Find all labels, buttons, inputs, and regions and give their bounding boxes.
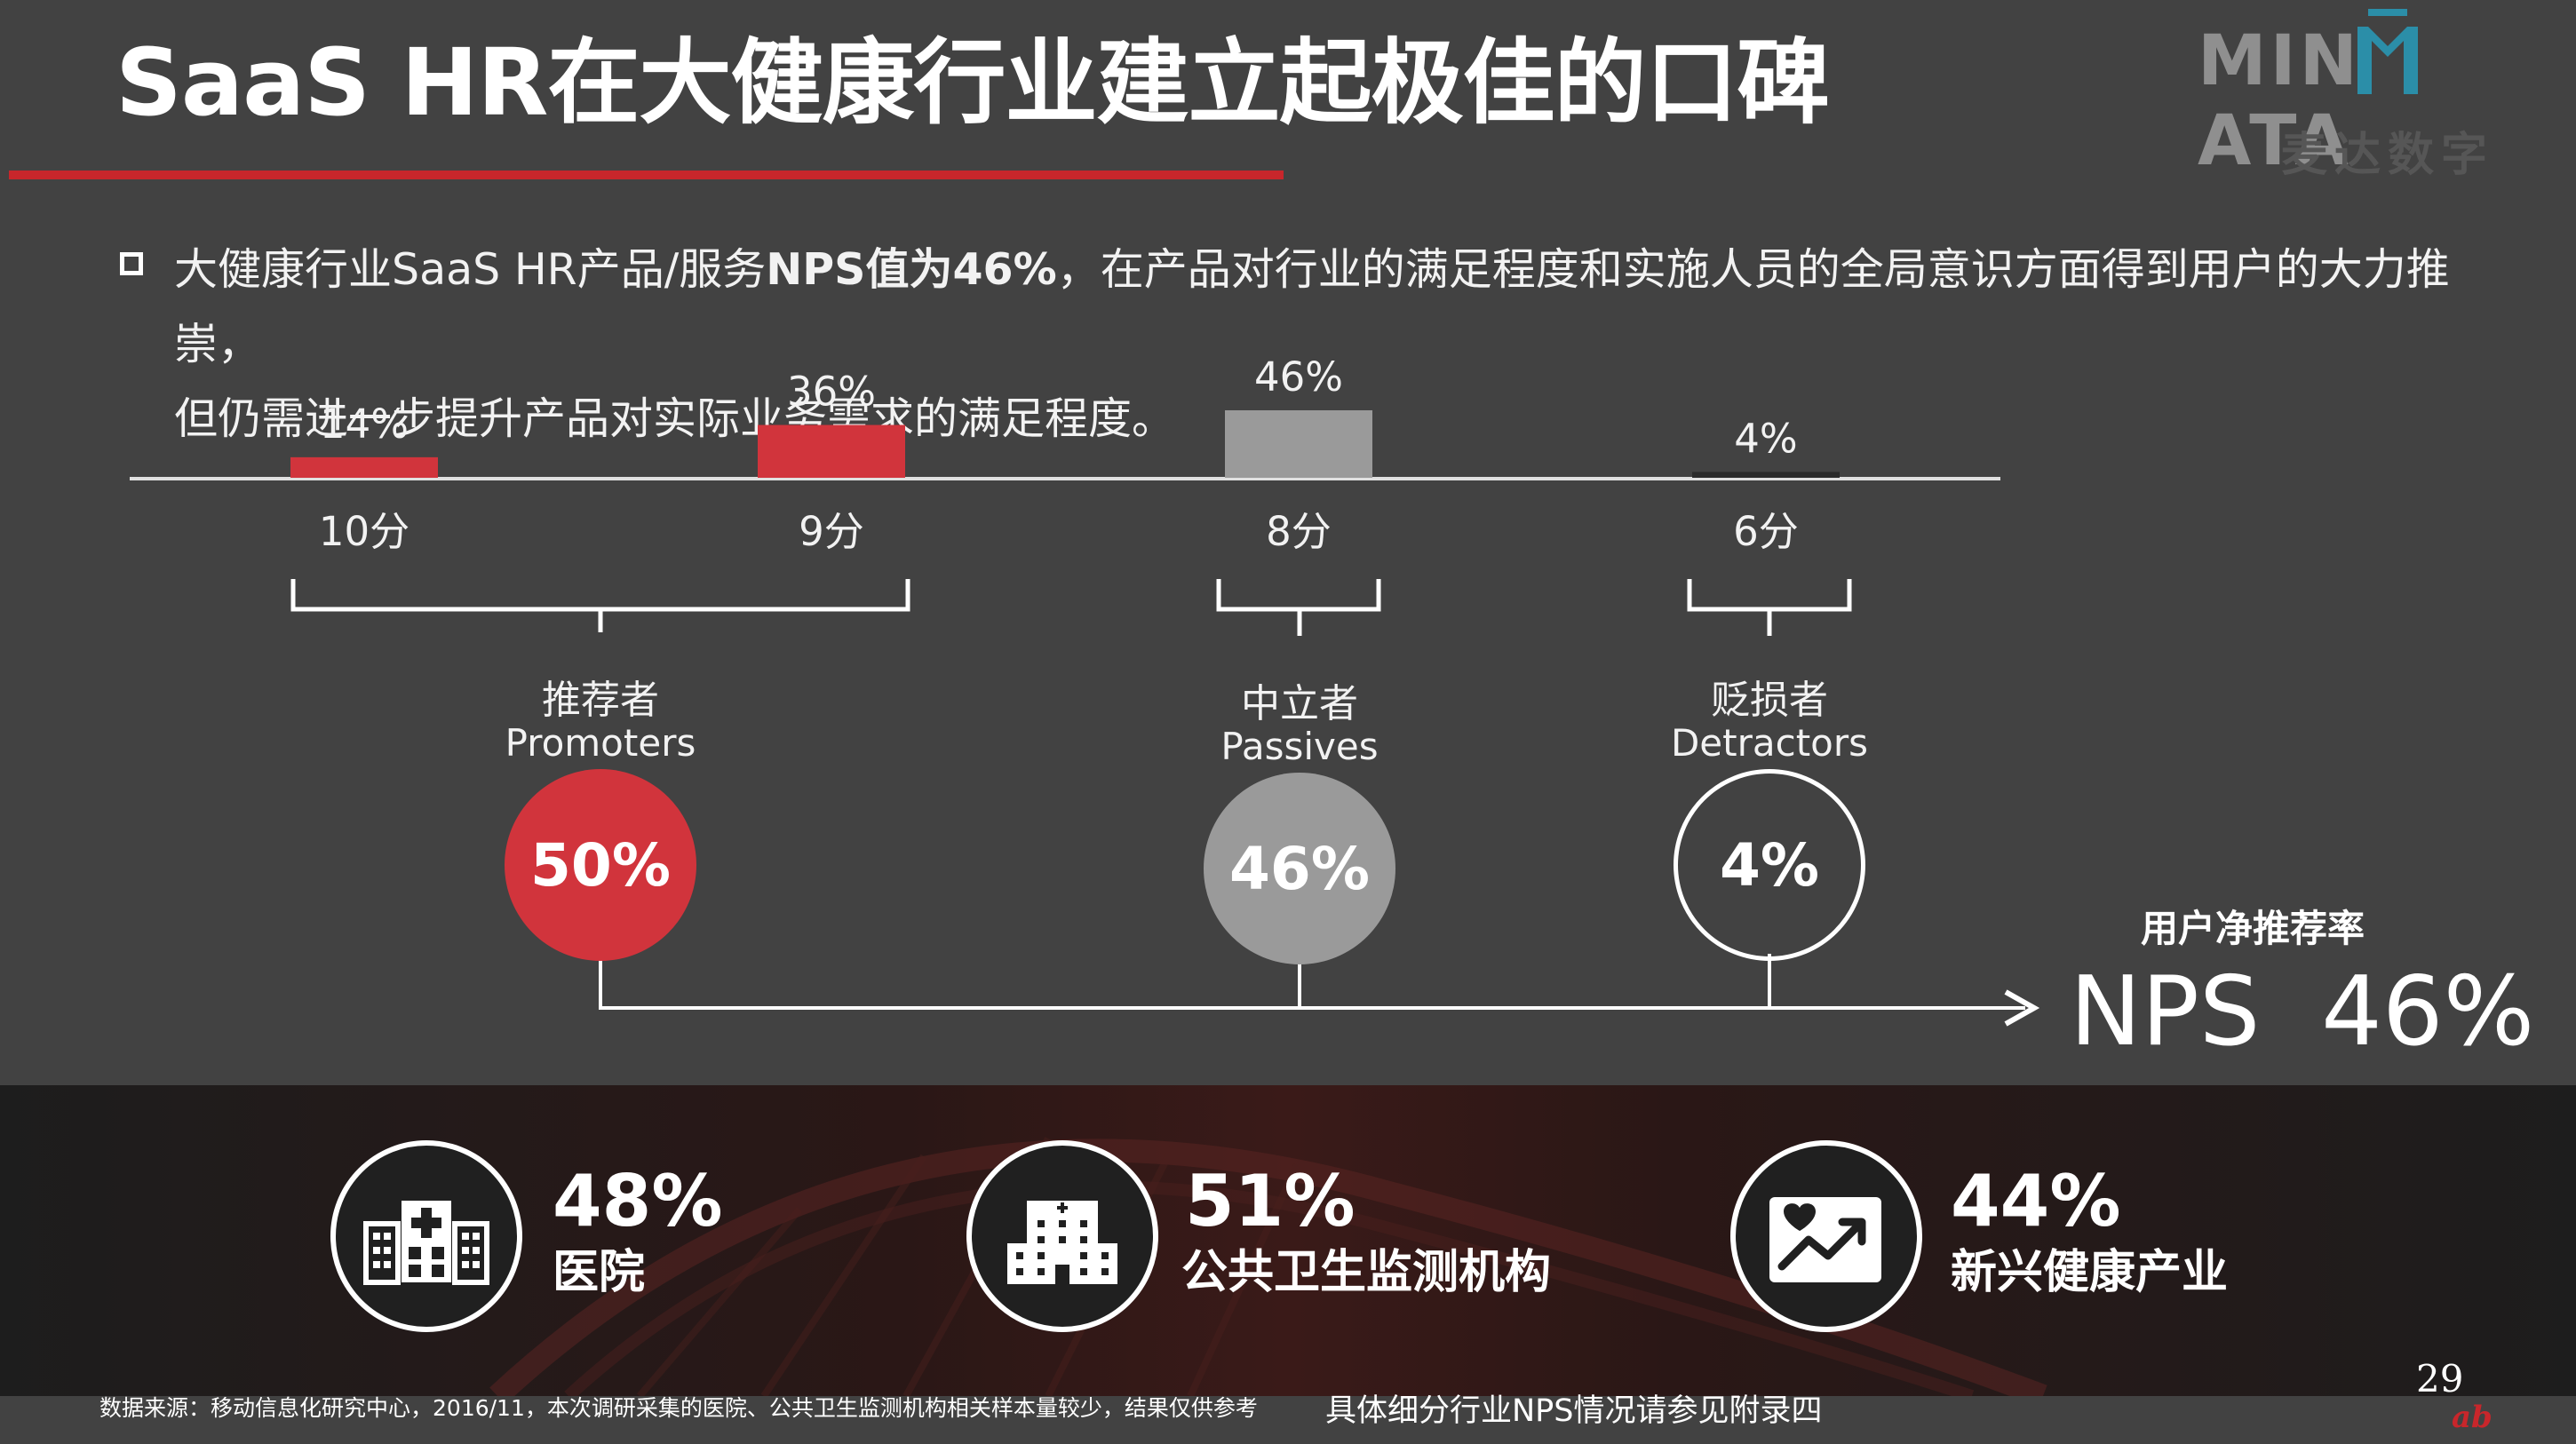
- health-industry-name: 新兴健康产业: [1951, 1246, 2229, 1299]
- bar-1: [758, 424, 905, 478]
- logo-subtitle: 麦达数字: [2281, 129, 2495, 182]
- passives-circle: 46%: [1204, 773, 1395, 964]
- title-underline: [9, 171, 1284, 179]
- data-source-note: 数据来源：移动信息化研究中心，2016/11，本次调研采集的医院、公共卫生监测机…: [99, 1395, 1258, 1421]
- nps-connector-line: [599, 954, 2025, 1010]
- logo-text-right: ATA: [2198, 101, 2352, 181]
- passives-label-cn: 中立者: [1241, 681, 1358, 726]
- nps-value: 46%: [2321, 956, 2535, 1067]
- footer-band: [0, 1396, 2576, 1444]
- summary-part1: 大健康行业SaaS HR产品/服务: [174, 244, 767, 295]
- passives-bracket: [1216, 579, 1381, 636]
- page-number: 29: [2416, 1357, 2464, 1400]
- detractors-label-en: Detractors: [1670, 721, 1869, 765]
- health-industry-pct: 44%: [1951, 1160, 2121, 1242]
- promoters-label-en: Promoters: [505, 721, 696, 765]
- summary-nps-highlight: NPS值为46%: [766, 244, 1057, 295]
- hospital-pct: 48%: [553, 1160, 723, 1242]
- score-distribution-chart: 14% 10分 36% 9分 46% 8分 4% 6分: [130, 353, 2000, 555]
- logo-text-left: MIN: [2198, 21, 2361, 101]
- bar-2: [1225, 410, 1372, 478]
- detractors-value: 4%: [1719, 830, 1820, 900]
- hospital-name: 医院: [553, 1246, 646, 1299]
- nps-caption: 用户净推荐率: [2141, 907, 2365, 950]
- bar-value-label-3: 4%: [1734, 415, 1797, 462]
- bar-value-label-2: 46%: [1254, 353, 1343, 401]
- heart-trend-chart-icon: [1769, 1197, 1881, 1282]
- industry-breakdown-band: 48% 医院 51% 公共卫生监测机构 44% 新兴健康产业: [0, 1085, 2576, 1396]
- bar-value-label-0: 14%: [320, 401, 409, 448]
- appendix-note: 具体细分行业NPS情况请参见附录四: [1325, 1393, 1823, 1429]
- promoters-bracket: [290, 579, 910, 632]
- page-title: SaaS HR在大健康行业建立起极佳的口碑: [115, 28, 1829, 137]
- bar-3: [1692, 472, 1840, 478]
- score-label-1: 9分: [799, 508, 864, 555]
- bullet-square-icon: [120, 252, 143, 275]
- arrow-head-icon: [2004, 989, 2040, 1027]
- detractors-label-cn: 贬损者: [1711, 678, 1828, 723]
- hospital-icon: [363, 1201, 489, 1285]
- public-health-icon-ring: [966, 1140, 1158, 1332]
- passives-value: 46%: [1229, 834, 1370, 903]
- summary-line2: 但仍需进一步提升产品对实际业务需求的满足程度。: [174, 393, 1176, 444]
- public-health-building-icon: [1007, 1201, 1117, 1284]
- corner-brand-logo: ab: [2452, 1400, 2493, 1435]
- public-health-pct: 51%: [1185, 1160, 1356, 1242]
- promoters-label-cn: 推荐者: [542, 678, 659, 723]
- detractors-bracket: [1687, 579, 1852, 636]
- hospital-icon-ring: [330, 1140, 522, 1332]
- passives-label-en: Passives: [1220, 725, 1379, 768]
- logo-mark-icon: [2357, 9, 2418, 94]
- score-label-0: 10分: [319, 508, 409, 555]
- bar-0: [290, 456, 438, 478]
- score-label-2: 8分: [1266, 508, 1332, 555]
- summary-part3: ，在产品对行业的满足程度和实施人员的全局意识方面得到用户的大力推崇，: [174, 244, 2450, 369]
- brand-logo: MINATA 麦达数字: [2194, 5, 2567, 183]
- promoters-value: 50%: [530, 830, 671, 900]
- public-health-name: 公共卫生监测机构: [1181, 1246, 1552, 1299]
- nps-result: NPS 46%: [2070, 950, 2534, 1075]
- summary-text: 大健康行业SaaS HR产品/服务NPS值为46%，在产品对行业的满足程度和实施…: [174, 233, 2484, 456]
- detractors-circle: 4%: [1674, 769, 1865, 961]
- promoters-circle: 50%: [505, 769, 696, 961]
- health-industry-icon-ring: [1730, 1140, 1922, 1332]
- bar-value-label-1: 36%: [787, 369, 876, 416]
- nps-label: NPS: [2070, 956, 2261, 1067]
- group-brackets: [290, 579, 2040, 1027]
- score-label-3: 6分: [1733, 508, 1799, 555]
